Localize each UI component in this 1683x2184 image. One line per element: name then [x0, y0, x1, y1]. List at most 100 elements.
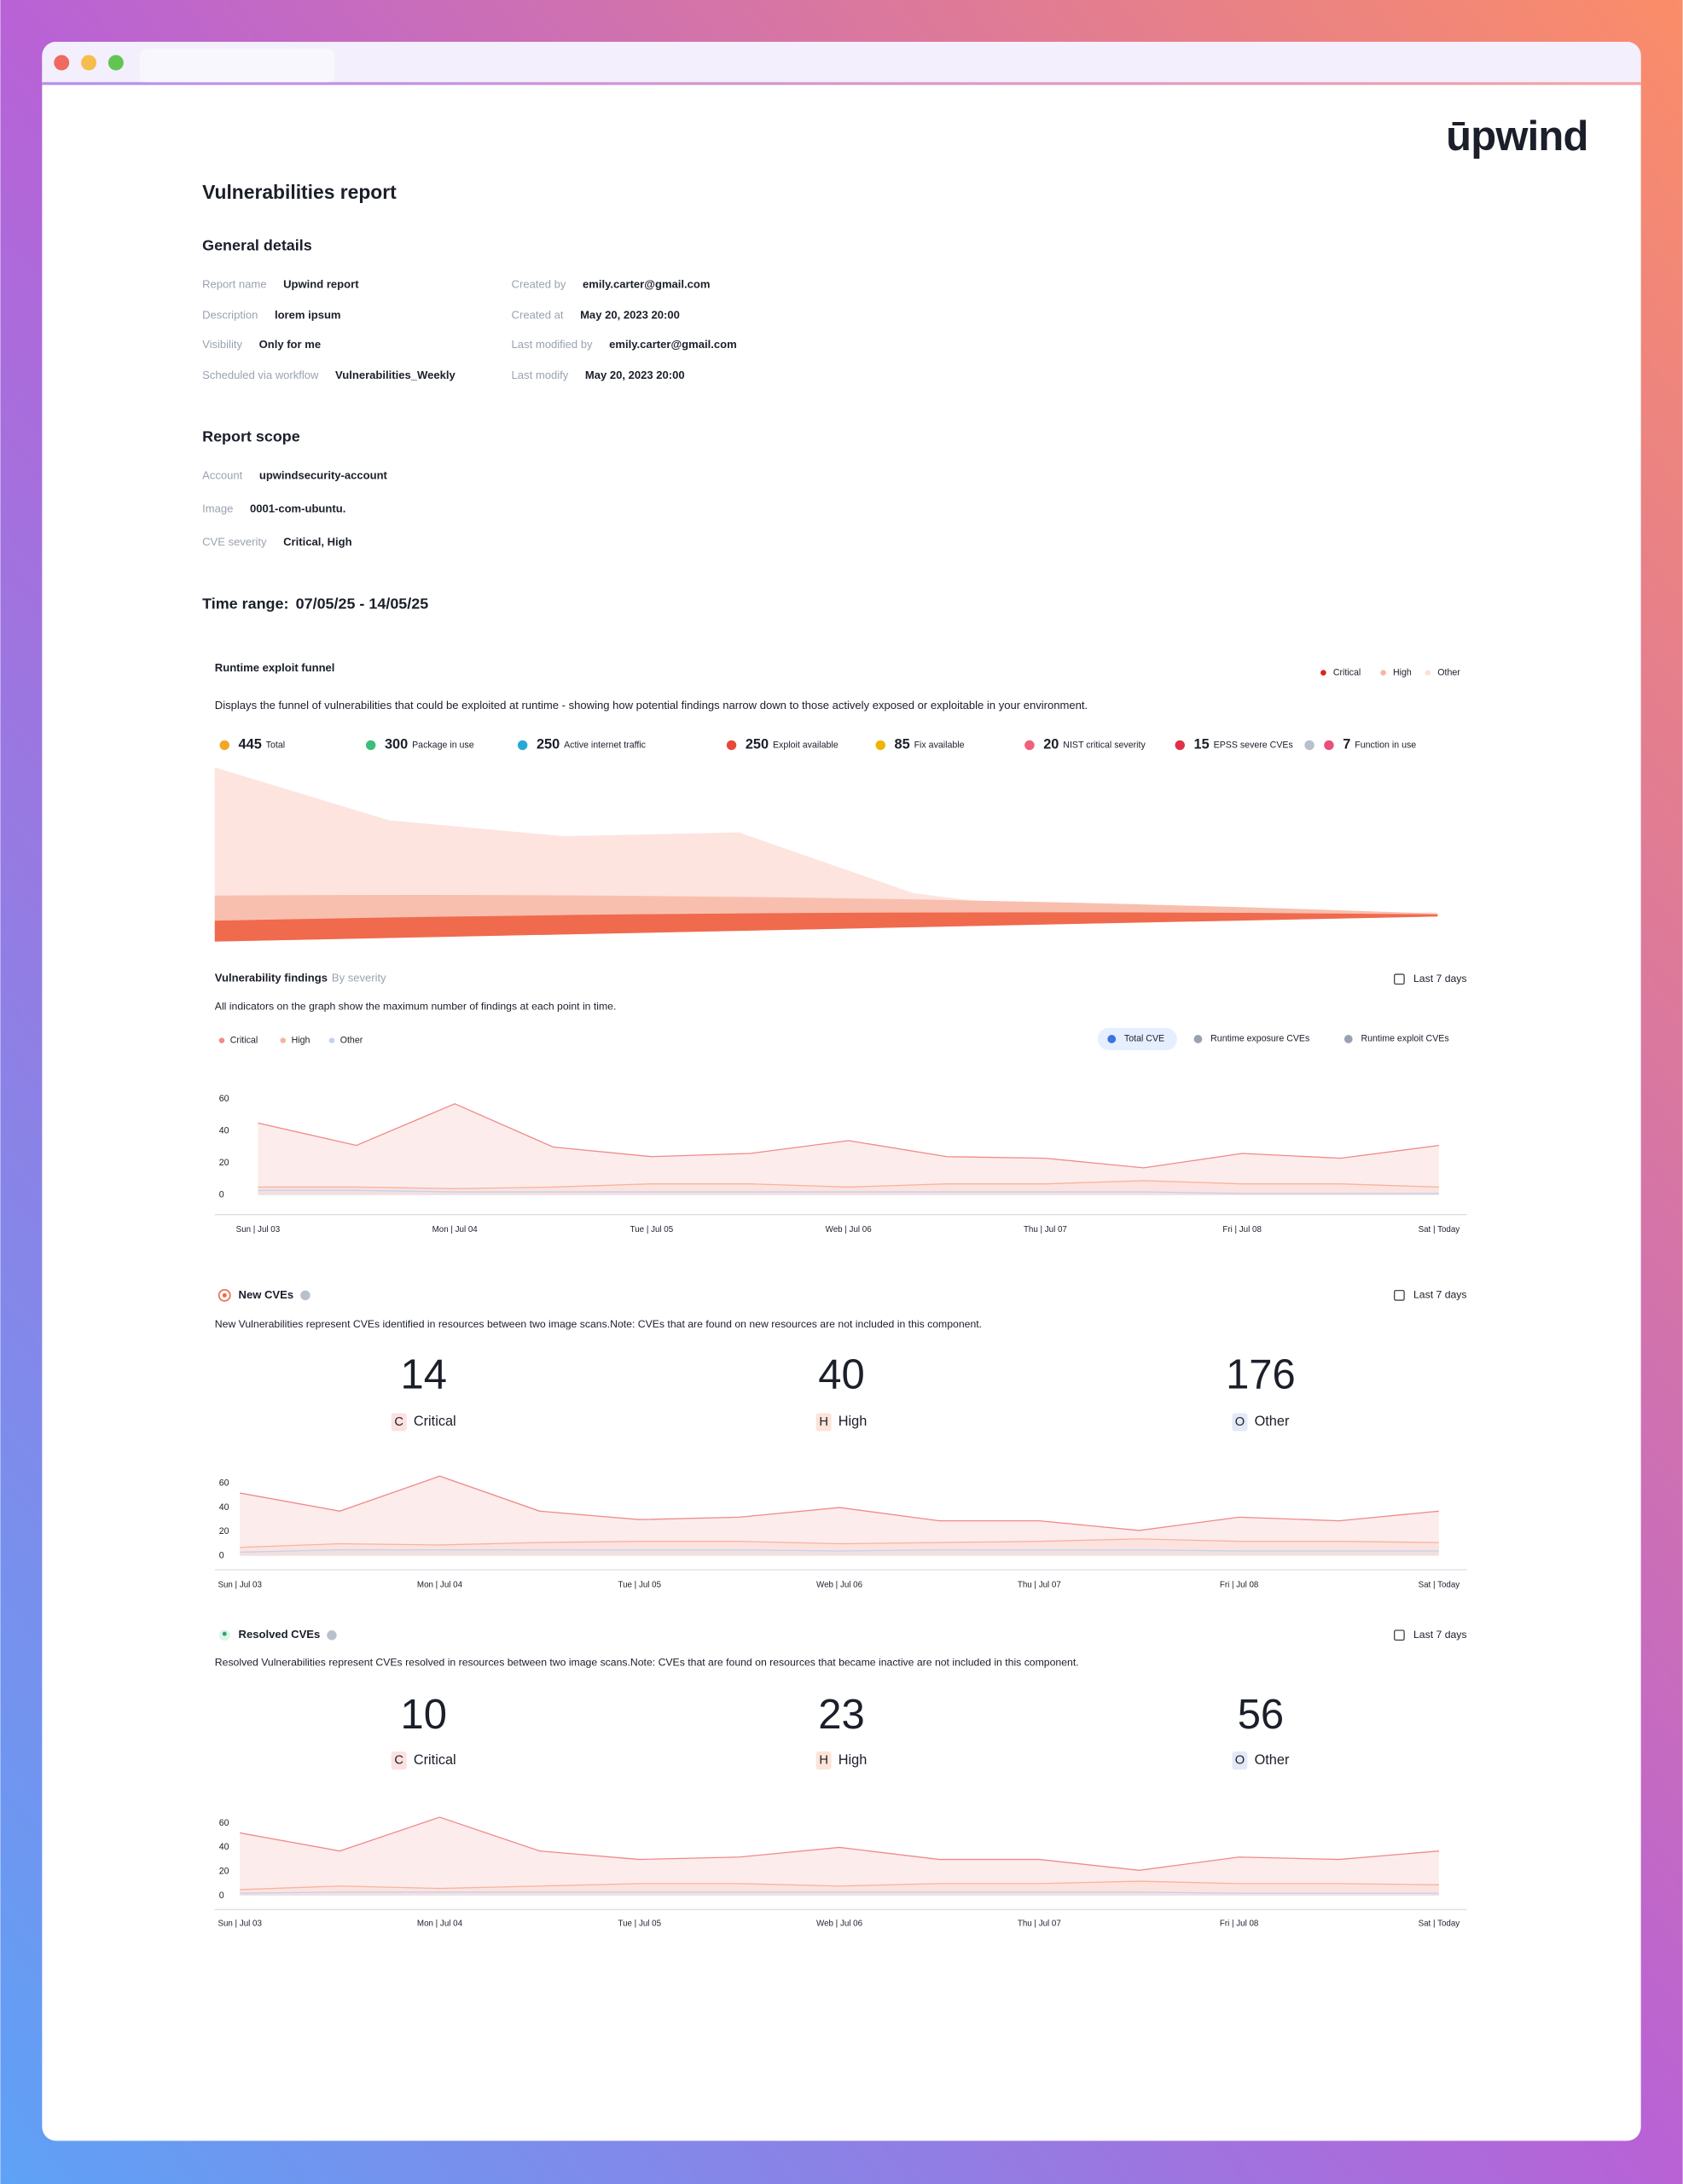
field-label: Visibility	[202, 338, 242, 351]
browser-tab[interactable]	[139, 49, 335, 83]
severity-badge	[1232, 1751, 1248, 1770]
stage-icon	[726, 740, 737, 751]
x-tick-label: Mon | Jul 04	[432, 1225, 479, 1234]
x-tick-label: Fri | Jul 08	[1220, 1581, 1259, 1590]
field-label: Scheduled via workflow	[202, 369, 319, 381]
stage-value: 445	[239, 737, 262, 752]
field-value: lorem ipsum	[275, 309, 341, 322]
x-tick-label: Thu | Jul 07	[1024, 1225, 1067, 1234]
tab-icon	[1107, 1035, 1117, 1043]
y-tick-label: 40	[219, 1126, 229, 1136]
section-title: Report scope	[202, 427, 300, 444]
severity-badge	[815, 1413, 832, 1432]
count-value: 23	[818, 1692, 864, 1738]
field: Last modified by emily.carter@gmail.com	[512, 338, 737, 351]
stage-icon	[1175, 740, 1185, 751]
area-line	[240, 1816, 1439, 1871]
count-value: 14	[400, 1352, 446, 1398]
calendar-icon	[1394, 1290, 1405, 1301]
legend-label: High	[1393, 667, 1412, 677]
card-title: Vulnerability findings By severity	[215, 972, 386, 985]
severity-badge	[1232, 1413, 1248, 1432]
funnel-stage: 250 Active internet traffic	[537, 737, 647, 752]
area-fill	[240, 1817, 1439, 1896]
close-button[interactable]	[54, 55, 70, 71]
y-tick-label: 0	[219, 1190, 224, 1200]
stage-value: 7	[1343, 737, 1350, 752]
title-bar-border	[42, 82, 1641, 85]
funnel-stage: 7 Function in use	[1343, 737, 1416, 752]
y-tick-label: 0	[219, 1550, 224, 1560]
tab[interactable]: Runtime exposure CVEs	[1210, 1034, 1309, 1044]
minimize-button[interactable]	[81, 55, 97, 71]
field: Account upwindsecurity-account	[202, 469, 387, 482]
info-icon	[300, 1290, 310, 1301]
severity-badge-letter: O	[1235, 1415, 1245, 1429]
card-icon-dot	[222, 1292, 227, 1298]
x-tick-label: Web | Jul 06	[816, 1581, 863, 1590]
tab[interactable]: Runtime exploit CVEs	[1361, 1034, 1448, 1044]
maximize-button[interactable]	[107, 55, 124, 71]
stage-icon	[1324, 740, 1334, 751]
stage-value: 250	[537, 737, 560, 752]
x-tick-label: Thu | Jul 07	[1018, 1919, 1061, 1928]
legend-label: Other	[340, 1035, 363, 1045]
x-tick-label: Sat | Today	[1419, 1581, 1460, 1590]
count-label: High	[839, 1414, 868, 1429]
x-tick-label: Tue | Jul 05	[618, 1919, 661, 1928]
funnel-stage: 445 Total	[239, 737, 286, 752]
stage-label: Total	[266, 740, 285, 750]
field-label: Image	[202, 502, 233, 515]
card-description: Displays the funnel of vulnerabilities t…	[215, 699, 1088, 712]
report-title: Vulnerabilities report	[202, 181, 397, 203]
x-tick-label: Web | Jul 06	[816, 1919, 863, 1928]
field-label: Last modified by	[512, 338, 593, 351]
report: ūpwind Vulnerabilities report General deta…	[202, 113, 1588, 1928]
y-tick-label: 20	[219, 1158, 229, 1168]
tab[interactable]: Total CVE	[1124, 1034, 1164, 1044]
field-value: May 20, 2023 20:00	[585, 369, 685, 381]
y-tick-label: 20	[219, 1526, 229, 1536]
x-tick-label: Web | Jul 06	[826, 1225, 873, 1234]
area-line	[258, 1103, 1439, 1169]
severity-badge	[391, 1751, 407, 1770]
field: CVE severity Critical, High	[202, 536, 351, 549]
field-value: Upwind report	[283, 278, 359, 291]
count-value: 176	[1226, 1352, 1296, 1398]
field: Created at May 20, 2023 20:00	[512, 309, 680, 322]
info-icon	[1304, 740, 1314, 751]
field-label: Created by	[512, 278, 566, 291]
area-line	[240, 1548, 1439, 1554]
stage-icon	[365, 740, 376, 751]
time-range: Time range: 07/05/25 - 14/05/25	[202, 595, 428, 612]
section-title: General details	[202, 237, 312, 254]
legend-label: Other	[1437, 667, 1460, 677]
x-tick-label: Sun | Jul 03	[218, 1581, 262, 1590]
logo: ūpwind	[1446, 113, 1587, 160]
stage-value: 15	[1194, 737, 1210, 752]
title-bar	[42, 41, 1641, 84]
x-tick-label: Sat | Today	[1419, 1225, 1460, 1234]
field-value: May 20, 2023 20:00	[580, 309, 680, 322]
time-range-label: Time range:	[202, 595, 288, 612]
stage-label: NIST critical severity	[1063, 740, 1146, 750]
count-label: Critical	[414, 1752, 456, 1768]
area-line	[258, 1189, 1439, 1194]
stage-value: 85	[895, 737, 910, 752]
x-tick-label: Sun | Jul 03	[236, 1225, 281, 1234]
y-tick-label: 40	[219, 1502, 229, 1513]
stage-label: Active internet traffic	[564, 740, 647, 750]
stage-label: Package in use	[412, 740, 474, 750]
x-tick-label: Mon | Jul 04	[417, 1919, 463, 1928]
stage-label: Fix available	[914, 740, 965, 750]
severity-badge-letter: O	[1235, 1754, 1245, 1768]
count-value: 10	[400, 1692, 446, 1738]
card-description: New Vulnerabilities represent CVEs ident…	[215, 1318, 982, 1330]
stage-icon	[517, 740, 528, 751]
field: Image 0001-com-ubuntu.	[202, 502, 345, 515]
severity-badge-letter: C	[394, 1415, 403, 1429]
legend-dot	[1380, 670, 1386, 676]
field: Last modify May 20, 2023 20:00	[512, 369, 685, 381]
stage-value: 300	[385, 737, 408, 752]
